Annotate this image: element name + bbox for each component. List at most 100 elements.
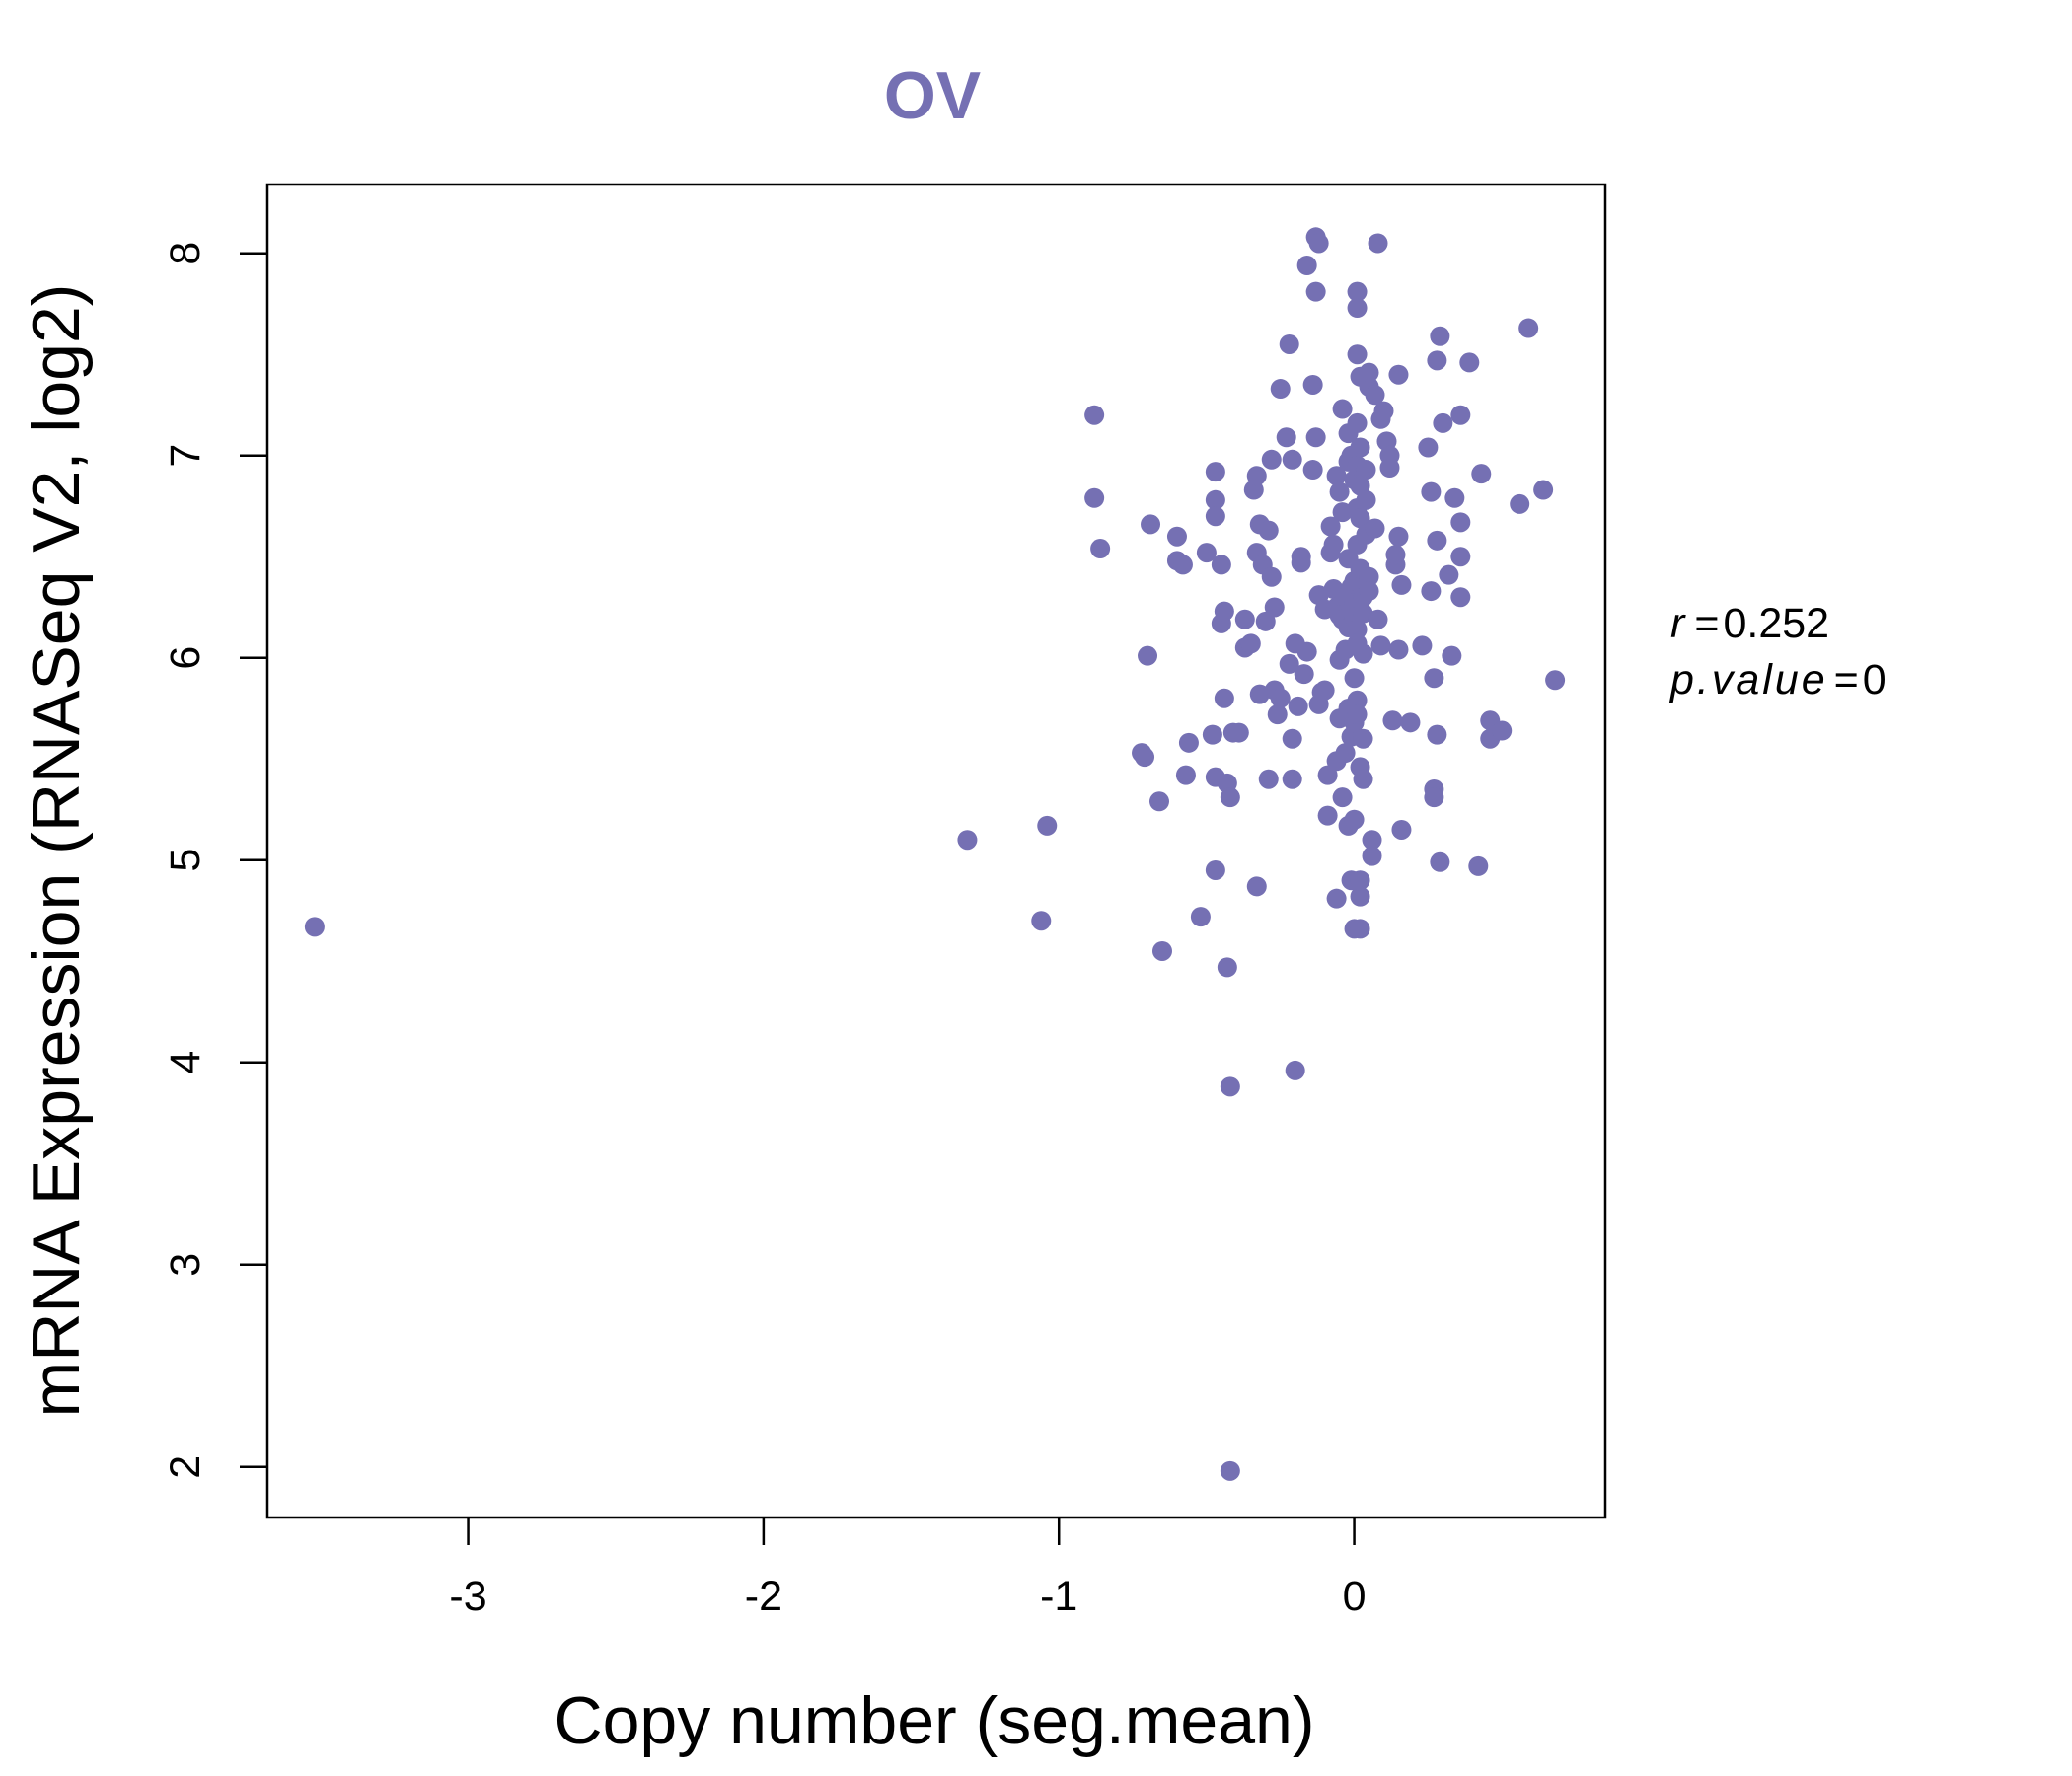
data-point (1421, 581, 1442, 602)
data-point (1344, 809, 1365, 830)
data-point (1220, 1076, 1240, 1097)
data-point (1388, 364, 1409, 385)
data-point (1196, 543, 1217, 563)
data-point (1302, 374, 1323, 395)
data-point (1388, 639, 1409, 660)
data-point (1412, 635, 1433, 656)
r-stat-equals: = (1694, 600, 1719, 647)
data-point (1350, 919, 1370, 939)
data-point (1302, 460, 1323, 481)
data-point (1217, 957, 1237, 978)
data-point (1317, 765, 1338, 785)
data-point (1037, 815, 1058, 836)
y-tick-label: 2 (162, 1455, 209, 1479)
data-point (1444, 487, 1465, 508)
data-point (1362, 846, 1382, 866)
data-point (1433, 412, 1453, 433)
chart-title: OV (884, 58, 981, 133)
x-tick-label: -1 (1040, 1573, 1077, 1620)
data-point (1518, 318, 1539, 338)
p-value-stat-equals: = (1834, 656, 1859, 703)
data-point (1288, 696, 1308, 716)
data-point (1279, 333, 1299, 354)
correlation-stats: r =0.252 p.value =0 (1668, 600, 1887, 703)
p-value-stat: p.value =0 (1668, 656, 1887, 703)
y-tick-label: 4 (162, 1051, 209, 1074)
data-point (1249, 684, 1270, 704)
data-point (1347, 620, 1368, 640)
data-point (1258, 520, 1279, 541)
data-point (1382, 710, 1403, 731)
data-point (1320, 516, 1341, 537)
data-point (1202, 724, 1222, 745)
data-point (1172, 555, 1193, 575)
data-point (1031, 911, 1052, 931)
data-point (1391, 819, 1412, 840)
data-points (304, 227, 1566, 1481)
data-point (1285, 1060, 1305, 1080)
data-point (1347, 344, 1368, 365)
data-point (1282, 449, 1302, 470)
x-axis-label: Copy number (seg.mean) (554, 1683, 1314, 1758)
data-point (1427, 350, 1447, 371)
data-point (1228, 722, 1249, 743)
data-point (1205, 489, 1225, 510)
p-value-stat-value: 0 (1863, 656, 1887, 703)
r-stat-label: r (1670, 600, 1686, 647)
data-point (1353, 643, 1373, 664)
data-point (1205, 462, 1225, 482)
data-point (1347, 704, 1368, 725)
data-point (1450, 512, 1471, 533)
data-point (1450, 547, 1471, 567)
data-point (1368, 609, 1388, 629)
data-point (1214, 688, 1234, 708)
data-point (1442, 645, 1462, 666)
data-point (1373, 401, 1394, 421)
data-point (1149, 791, 1169, 812)
data-point (1450, 405, 1471, 425)
data-point (1510, 493, 1530, 514)
data-point (1205, 506, 1225, 527)
data-point (1350, 886, 1370, 907)
data-point (1468, 855, 1489, 876)
data-point (1450, 587, 1471, 608)
data-point (1234, 609, 1255, 629)
data-point (1418, 437, 1439, 458)
data-point (1270, 379, 1291, 400)
data-point (1347, 690, 1368, 710)
data-point (1350, 437, 1370, 458)
data-point (1365, 385, 1385, 406)
data-point (1276, 427, 1296, 448)
data-point (1427, 530, 1447, 551)
data-point (1270, 688, 1291, 708)
data-point (1291, 547, 1311, 567)
data-point (1370, 635, 1391, 656)
data-point (1430, 326, 1450, 346)
data-point (1261, 566, 1282, 587)
r-stat-value: 0.252 (1723, 600, 1829, 647)
data-point (1267, 704, 1288, 725)
data-point (1138, 645, 1158, 666)
data-point (1246, 876, 1267, 897)
data-point (1400, 712, 1421, 733)
y-axis-label: mRNA Expression (RNASeq V2, log2) (19, 284, 94, 1418)
data-point (1175, 765, 1196, 785)
data-point (1430, 851, 1450, 872)
data-point (1090, 539, 1111, 559)
data-point (1356, 460, 1376, 481)
data-point (1347, 412, 1368, 433)
data-point (1492, 720, 1513, 741)
data-point (1335, 743, 1356, 764)
data-point (1314, 680, 1335, 701)
data-point (1368, 233, 1388, 254)
data-point (1178, 732, 1199, 753)
data-point (1385, 545, 1406, 565)
data-point (1350, 870, 1370, 891)
data-point (1246, 466, 1267, 486)
data-point (1279, 653, 1299, 674)
data-point (1296, 641, 1317, 662)
data-point (304, 917, 325, 937)
data-point (1141, 514, 1161, 535)
y-tick-label: 3 (162, 1253, 209, 1277)
